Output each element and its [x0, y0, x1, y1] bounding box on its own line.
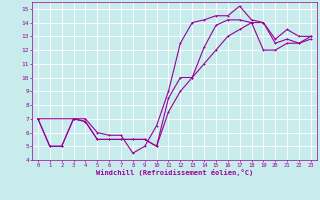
- X-axis label: Windchill (Refroidissement éolien,°C): Windchill (Refroidissement éolien,°C): [96, 169, 253, 176]
